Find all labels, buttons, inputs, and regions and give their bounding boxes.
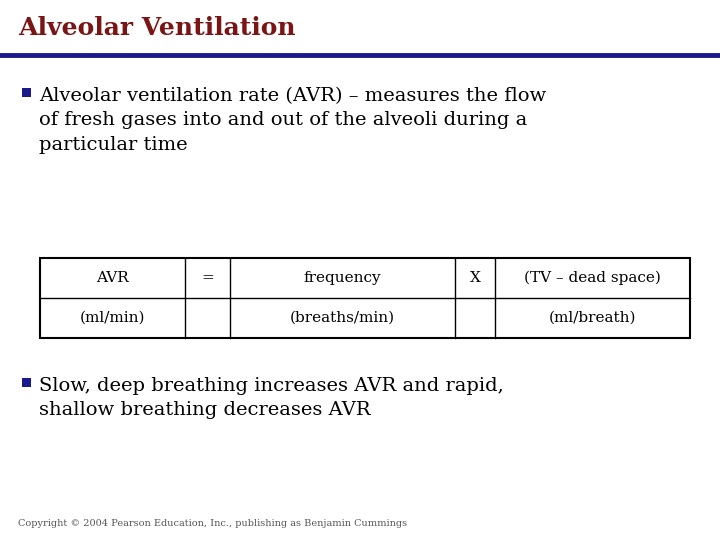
- Text: Alveolar ventilation rate (AVR) – measures the flow
of fresh gases into and out : Alveolar ventilation rate (AVR) – measur…: [39, 87, 546, 153]
- Text: X: X: [469, 271, 480, 285]
- Text: frequency: frequency: [304, 271, 382, 285]
- Bar: [22, 378, 31, 387]
- Text: (breaths/min): (breaths/min): [290, 311, 395, 325]
- Bar: [40, 258, 690, 338]
- Text: Copyright © 2004 Pearson Education, Inc., publishing as Benjamin Cummings: Copyright © 2004 Pearson Education, Inc.…: [18, 519, 407, 528]
- Text: AVR: AVR: [96, 271, 129, 285]
- Text: Slow, deep breathing increases AVR and rapid,
shallow breathing decreases AVR: Slow, deep breathing increases AVR and r…: [39, 377, 504, 419]
- Bar: [22, 88, 31, 97]
- Text: Alveolar Ventilation: Alveolar Ventilation: [18, 16, 296, 40]
- Text: (ml/breath): (ml/breath): [549, 311, 636, 325]
- Text: =: =: [201, 271, 214, 285]
- Text: (TV – dead space): (TV – dead space): [524, 271, 661, 285]
- Text: (ml/min): (ml/min): [80, 311, 145, 325]
